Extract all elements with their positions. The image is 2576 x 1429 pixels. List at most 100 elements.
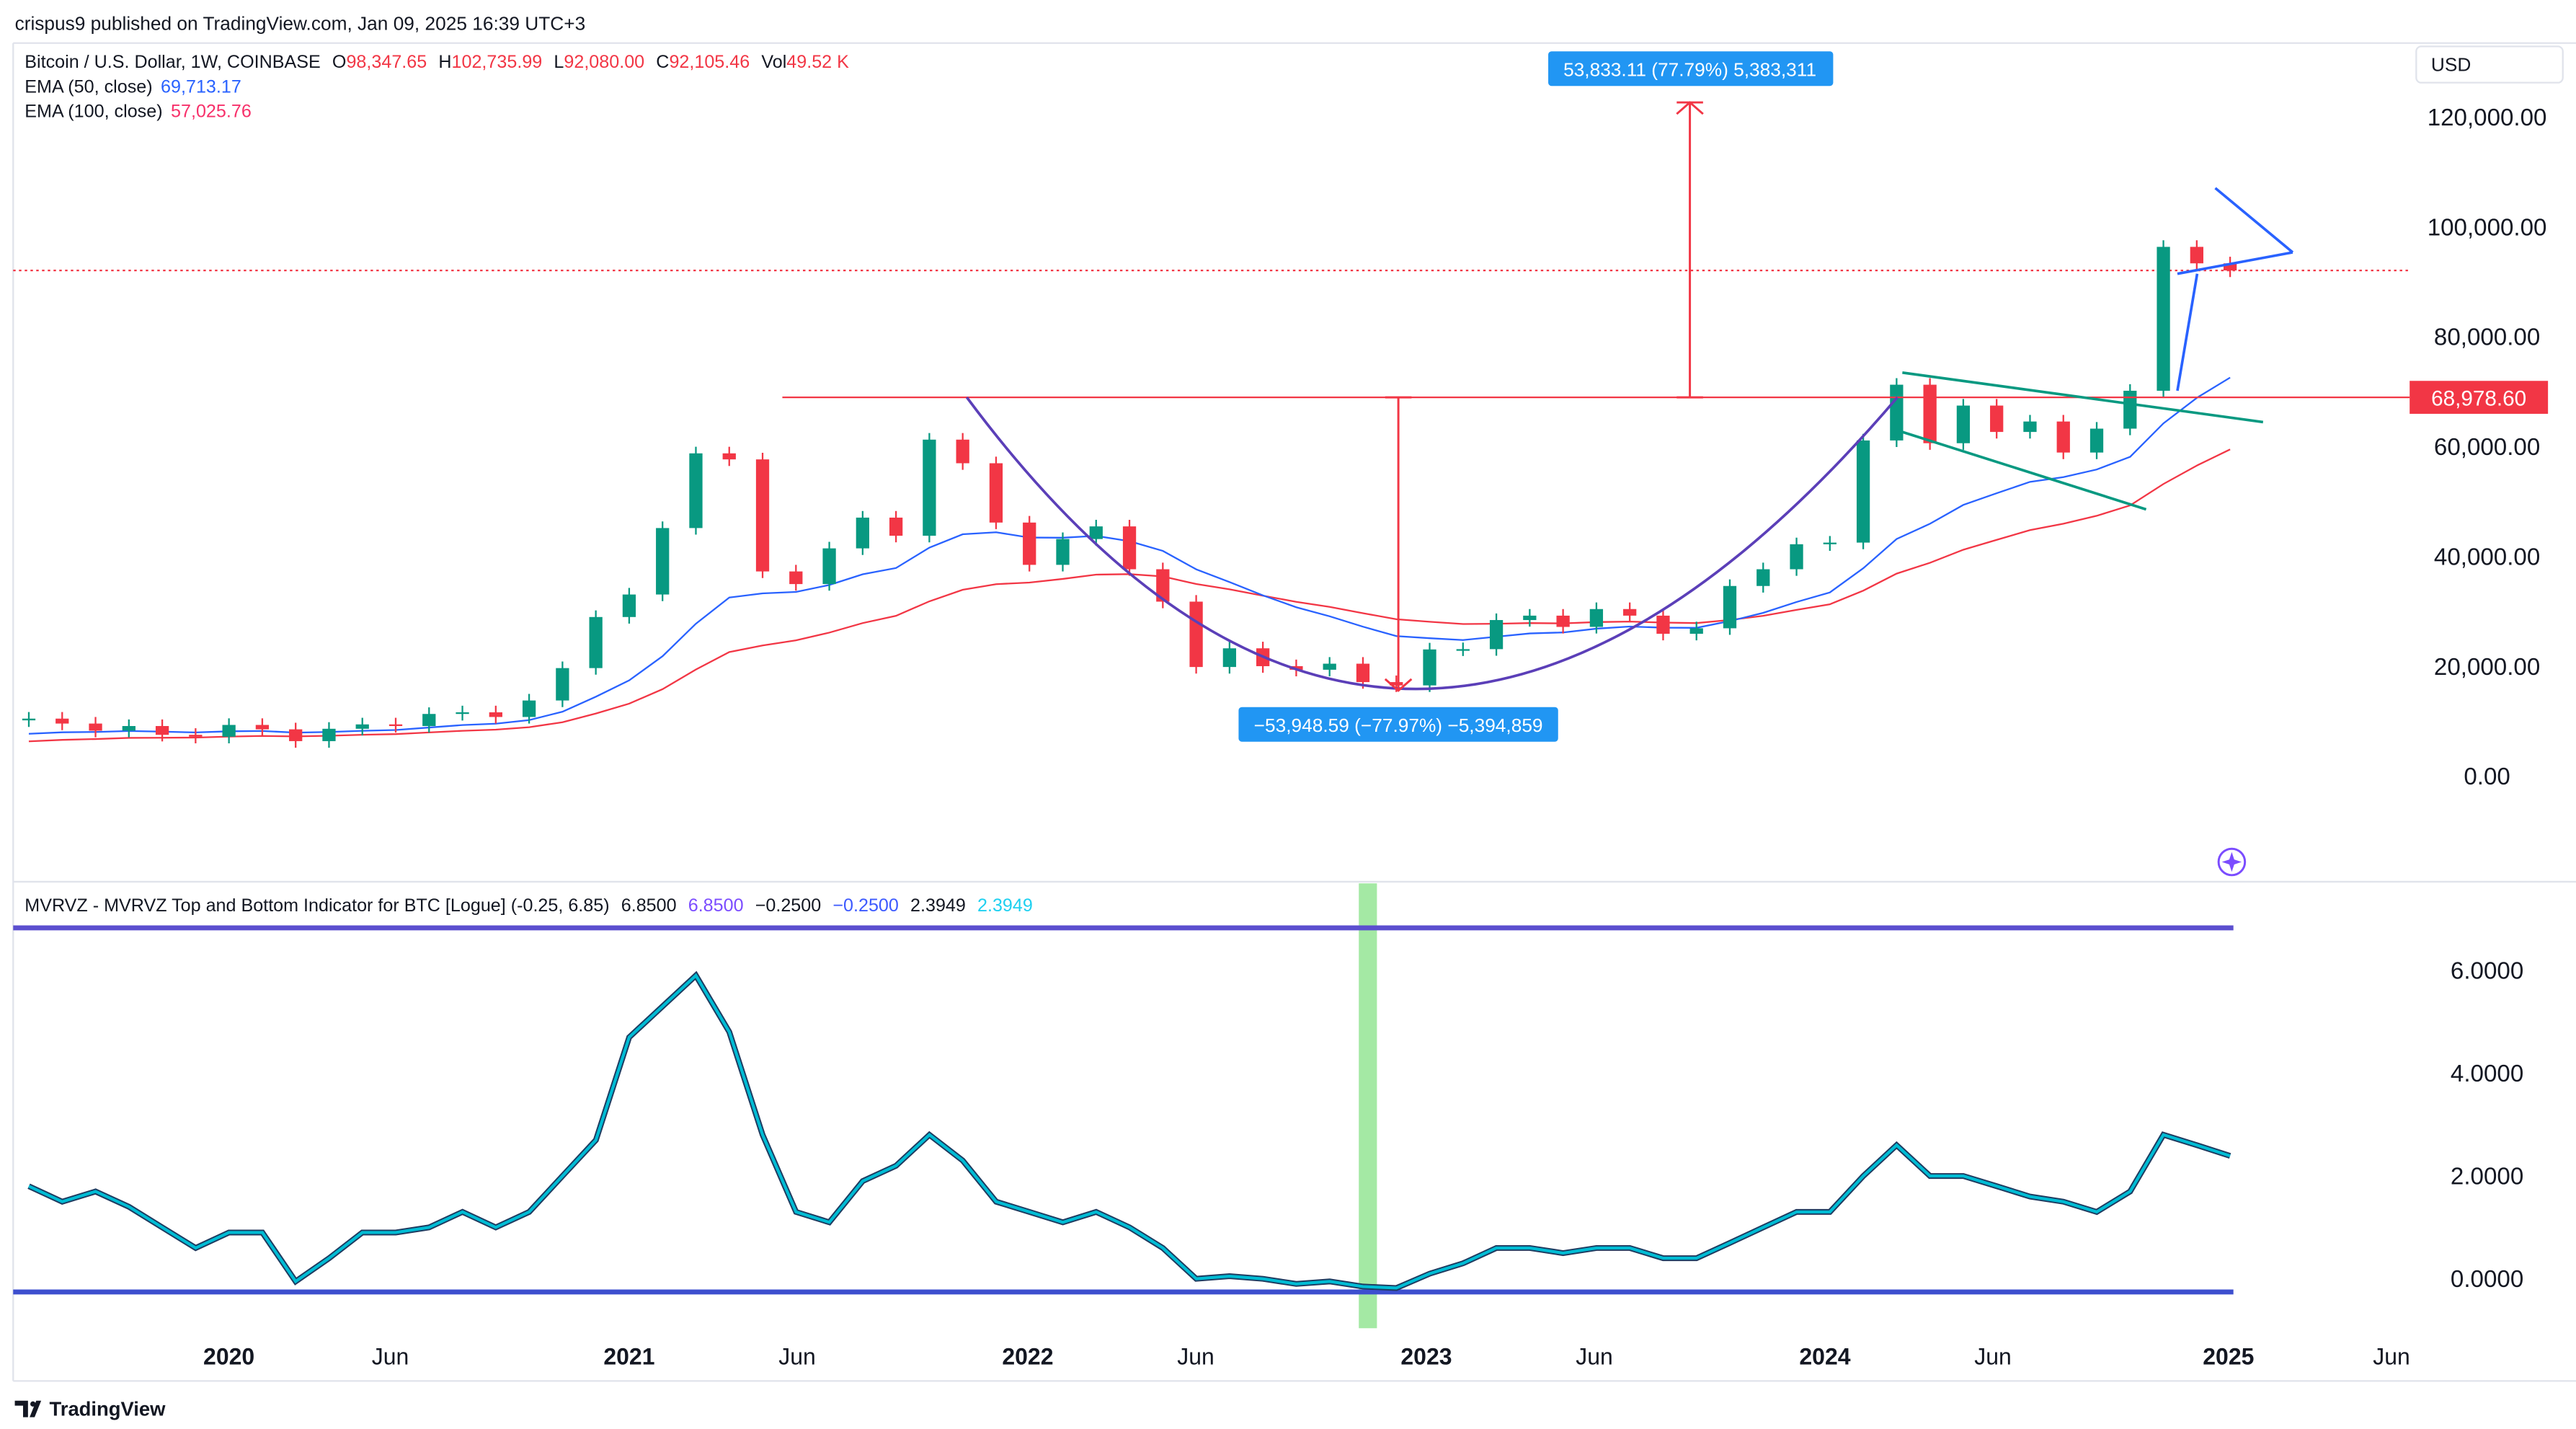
candle <box>722 453 736 460</box>
price-tick: 80,000.00 <box>2434 324 2540 351</box>
candle <box>1990 405 2004 433</box>
measure-down-label: −53,948.59 (−77.97%) −5,394,859 <box>1254 714 1543 736</box>
candle <box>656 528 670 595</box>
candle <box>923 439 936 536</box>
indicator-value: −0.2500 <box>755 895 822 916</box>
candle <box>2123 390 2137 429</box>
candle <box>388 724 403 726</box>
bull-flag[interactable] <box>1901 371 2264 511</box>
candle <box>289 729 303 741</box>
indicator-axis[interactable]: 6.0000 4.0000 2.0000 0.0000 <box>2451 957 2523 1293</box>
indicator-tick: 4.0000 <box>2451 1061 2523 1087</box>
candle <box>1656 615 1670 634</box>
candle <box>1756 569 1770 586</box>
ema50-label: EMA (50, close) <box>25 76 152 97</box>
price-tick: 40,000.00 <box>2434 544 2540 570</box>
pennant-pole <box>2176 273 2199 391</box>
indicator-legend[interactable]: MVRVZ - MVRVZ Top and Bottom Indicator f… <box>25 895 1033 916</box>
price-tick: 20,000.00 <box>2434 654 2540 681</box>
time-axis[interactable]: 2020 Jun 2021 Jun 2022 Jun 2023 Jun 2024 Jun 2025 J… <box>203 1343 2410 1369</box>
candle <box>1956 405 1971 443</box>
candle <box>422 714 436 726</box>
currency-label: USD <box>2431 54 2471 76</box>
candle <box>1356 663 1370 683</box>
candle <box>22 718 36 721</box>
indicator-value: −0.2500 <box>832 895 899 916</box>
level-price-label: 68,978.60 <box>2431 387 2526 411</box>
candle <box>155 725 169 735</box>
h-label: H <box>438 52 451 72</box>
candle <box>856 517 869 549</box>
candle <box>1556 615 1570 627</box>
ema100-value: 57,025.76 <box>171 102 252 122</box>
candle <box>2056 421 2070 453</box>
pennant[interactable] <box>2176 187 2294 391</box>
ema100-legend[interactable]: EMA (100, close) 57,025.76 <box>25 102 252 122</box>
candle <box>989 463 1003 523</box>
time-tick: Jun <box>372 1343 409 1369</box>
price-tick: 0.00 <box>2464 764 2510 790</box>
candle <box>622 594 636 617</box>
candle <box>689 453 703 528</box>
level-price-tag <box>2410 381 2549 414</box>
time-tick: 2024 <box>1799 1343 1850 1369</box>
candle <box>222 725 236 737</box>
tradingview-logo[interactable]: TradingView <box>14 1397 166 1420</box>
candle <box>1523 615 1537 620</box>
time-tick: Jun <box>1576 1343 1613 1369</box>
flag-lower-line <box>1901 430 2147 511</box>
candle <box>55 718 69 724</box>
ema100-label: EMA (100, close) <box>25 102 162 122</box>
candle <box>456 712 469 714</box>
candle <box>1156 569 1170 602</box>
time-tick: Jun <box>1974 1343 2012 1369</box>
main-legend: Bitcoin / U.S. Dollar, 1W, COINBASE O98,… <box>25 52 849 72</box>
candle <box>1890 384 1904 441</box>
cup-arc[interactable] <box>965 396 1898 691</box>
time-tick: Jun <box>1177 1343 1214 1369</box>
price-axis[interactable]: 120,000.00 100,000.00 80,000.00 60,000.00 40… <box>2428 105 2547 790</box>
candle <box>1189 601 1203 668</box>
arrow-up-icon <box>1676 101 1704 115</box>
close-value: 92,105.46 <box>669 52 750 72</box>
indicator-tick: 0.0000 <box>2451 1266 2523 1293</box>
time-tick: 2020 <box>203 1343 254 1369</box>
candle <box>1222 648 1237 668</box>
price-tick: 60,000.00 <box>2434 434 2540 461</box>
candle <box>1089 526 1103 539</box>
brand-label: TradingView <box>50 1397 166 1420</box>
candle <box>1023 522 1036 565</box>
time-tick: 2025 <box>2203 1343 2254 1369</box>
currency-button[interactable] <box>2415 45 2564 84</box>
candle <box>2190 247 2203 264</box>
time-tick: Jun <box>2373 1343 2410 1369</box>
arrow-down-icon <box>1384 678 1413 692</box>
price-tick: 100,000.00 <box>2428 214 2547 241</box>
candles <box>22 240 2237 748</box>
candle <box>1489 619 1504 650</box>
candle <box>1323 663 1336 670</box>
measure-up[interactable]: 53,833.11 (77.79%) 5,383,311 <box>1548 51 1834 399</box>
candle <box>1689 628 1703 634</box>
volume-value: 49.52 K <box>786 52 849 72</box>
open-value: 98,347.65 <box>346 52 427 72</box>
vol-label: Vol <box>761 52 786 72</box>
indicator-value: 6.8500 <box>688 895 744 916</box>
candle <box>489 712 502 717</box>
candle <box>1423 649 1436 686</box>
l-label: L <box>554 52 564 72</box>
candle <box>1790 544 1803 570</box>
ema50-legend[interactable]: EMA (50, close) 69,713.17 <box>25 76 241 97</box>
favorite-star-icon[interactable] <box>2217 847 2247 877</box>
measure-down[interactable]: −53,948.59 (−77.97%) −5,394,859 <box>1238 396 1558 742</box>
candle <box>1456 649 1470 651</box>
o-label: O <box>332 52 347 72</box>
candle <box>355 724 369 729</box>
candle <box>189 735 203 737</box>
measure-up-box <box>1548 51 1834 87</box>
time-tick: 2022 <box>1002 1343 1053 1369</box>
candle <box>2023 421 2037 433</box>
candle <box>1923 384 1937 443</box>
measure-down-box <box>1238 707 1558 742</box>
